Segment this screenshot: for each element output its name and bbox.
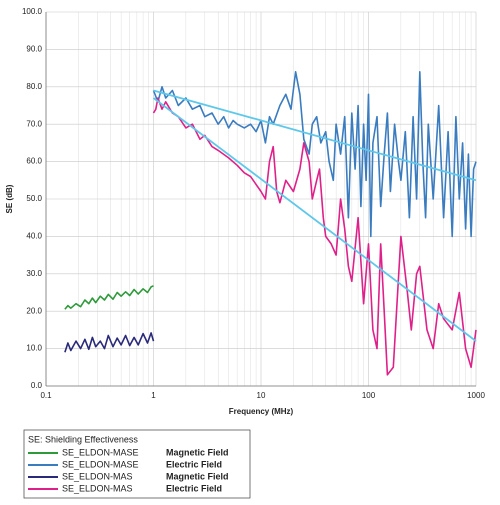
y-tick-label: 80.0 [26, 82, 42, 91]
legend-field: Magnetic Field [166, 447, 229, 457]
trend-line [153, 89, 477, 182]
y-tick-label: 20.0 [26, 306, 42, 315]
legend-title: SE: Shielding Effectiveness [28, 434, 138, 444]
x-tick-label: 100 [362, 391, 376, 400]
legend-label: SE_ELDON-MASE [62, 447, 139, 457]
legend-label: SE_ELDON-MASE [62, 459, 139, 469]
legend-field: Electric Field [166, 483, 222, 493]
y-tick-label: 90.0 [26, 45, 42, 54]
y-tick-label: 30.0 [26, 269, 42, 278]
series-line [152, 71, 477, 238]
y-tick-label: 50.0 [26, 194, 42, 203]
y-tick-label: 60.0 [26, 157, 42, 166]
trend-line [152, 97, 477, 342]
legend-box [23, 429, 251, 499]
legend-field: Magnetic Field [166, 471, 229, 481]
x-axis-label: Frequency (MHz) [229, 407, 294, 416]
y-tick-label: 100.0 [22, 7, 43, 16]
y-tick-label: 0.0 [31, 381, 43, 390]
y-tick-label: 40.0 [26, 232, 42, 241]
x-tick-label: 0.1 [40, 391, 52, 400]
x-tick-label: 1 [151, 391, 156, 400]
y-tick-label: 10.0 [26, 344, 42, 353]
x-tick-label: 1000 [467, 391, 485, 400]
series-line [64, 285, 154, 310]
y-tick-label: 70.0 [26, 119, 42, 128]
series-line [64, 332, 155, 353]
legend-label: SE_ELDON-MAS [62, 483, 133, 493]
legend-label: SE_ELDON-MAS [62, 471, 133, 481]
x-tick-label: 10 [257, 391, 266, 400]
legend-field: Electric Field [166, 459, 222, 469]
y-axis-label: SE (dB) [5, 184, 14, 213]
